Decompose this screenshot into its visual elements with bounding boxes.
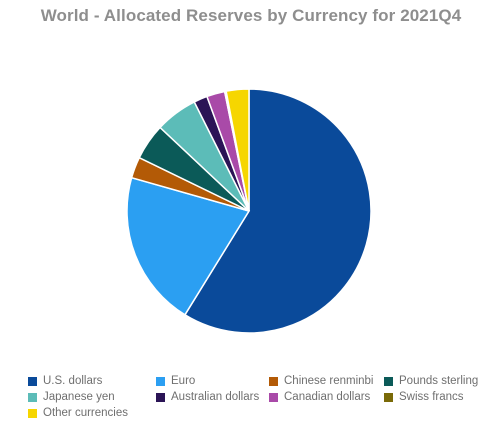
chart-legend: U.S. dollars Euro Chinese renminbi Pounds s… [28, 374, 498, 420]
legend-swatch [269, 376, 278, 386]
pie-slice-u-s-dollars[interactable] [183, 88, 372, 334]
pie-chart [126, 88, 372, 334]
legend-label: Australian dollars [171, 391, 260, 403]
legend-label: Japanese yen [43, 391, 115, 403]
legend-label: Euro [171, 375, 196, 387]
legend-label: Swiss francs [399, 391, 464, 403]
legend-item[interactable]: Australian dollars [156, 390, 269, 404]
legend-item[interactable]: Euro [156, 374, 269, 388]
chart-title: World - Allocated Reserves by Currency f… [40, 6, 462, 25]
legend-item[interactable]: Canadian dollars [269, 390, 384, 404]
legend-swatch [269, 392, 278, 402]
legend-swatch [156, 392, 165, 402]
legend-label: Pounds sterling [399, 375, 479, 387]
legend-label: U.S. dollars [43, 375, 103, 387]
legend-label: Canadian dollars [284, 391, 371, 403]
legend-label: Chinese renminbi [284, 375, 374, 387]
legend-label: Other currencies [43, 407, 129, 419]
legend-item[interactable]: U.S. dollars [28, 374, 156, 388]
legend-item[interactable]: Japanese yen [28, 390, 156, 404]
legend-swatch [384, 392, 393, 402]
legend-item[interactable]: Swiss francs [384, 390, 494, 404]
legend-swatch [28, 392, 37, 402]
legend-swatch [28, 408, 37, 418]
legend-item[interactable]: Pounds sterling [384, 374, 494, 388]
legend-swatch [384, 376, 393, 386]
legend-item[interactable]: Chinese renminbi [269, 374, 384, 388]
pie-slice-euro[interactable] [126, 176, 251, 316]
legend-swatch [28, 376, 37, 386]
pie-slice-other-currencies[interactable] [225, 88, 250, 212]
legend-swatch [156, 376, 165, 386]
legend-item[interactable]: Other currencies [28, 406, 156, 420]
